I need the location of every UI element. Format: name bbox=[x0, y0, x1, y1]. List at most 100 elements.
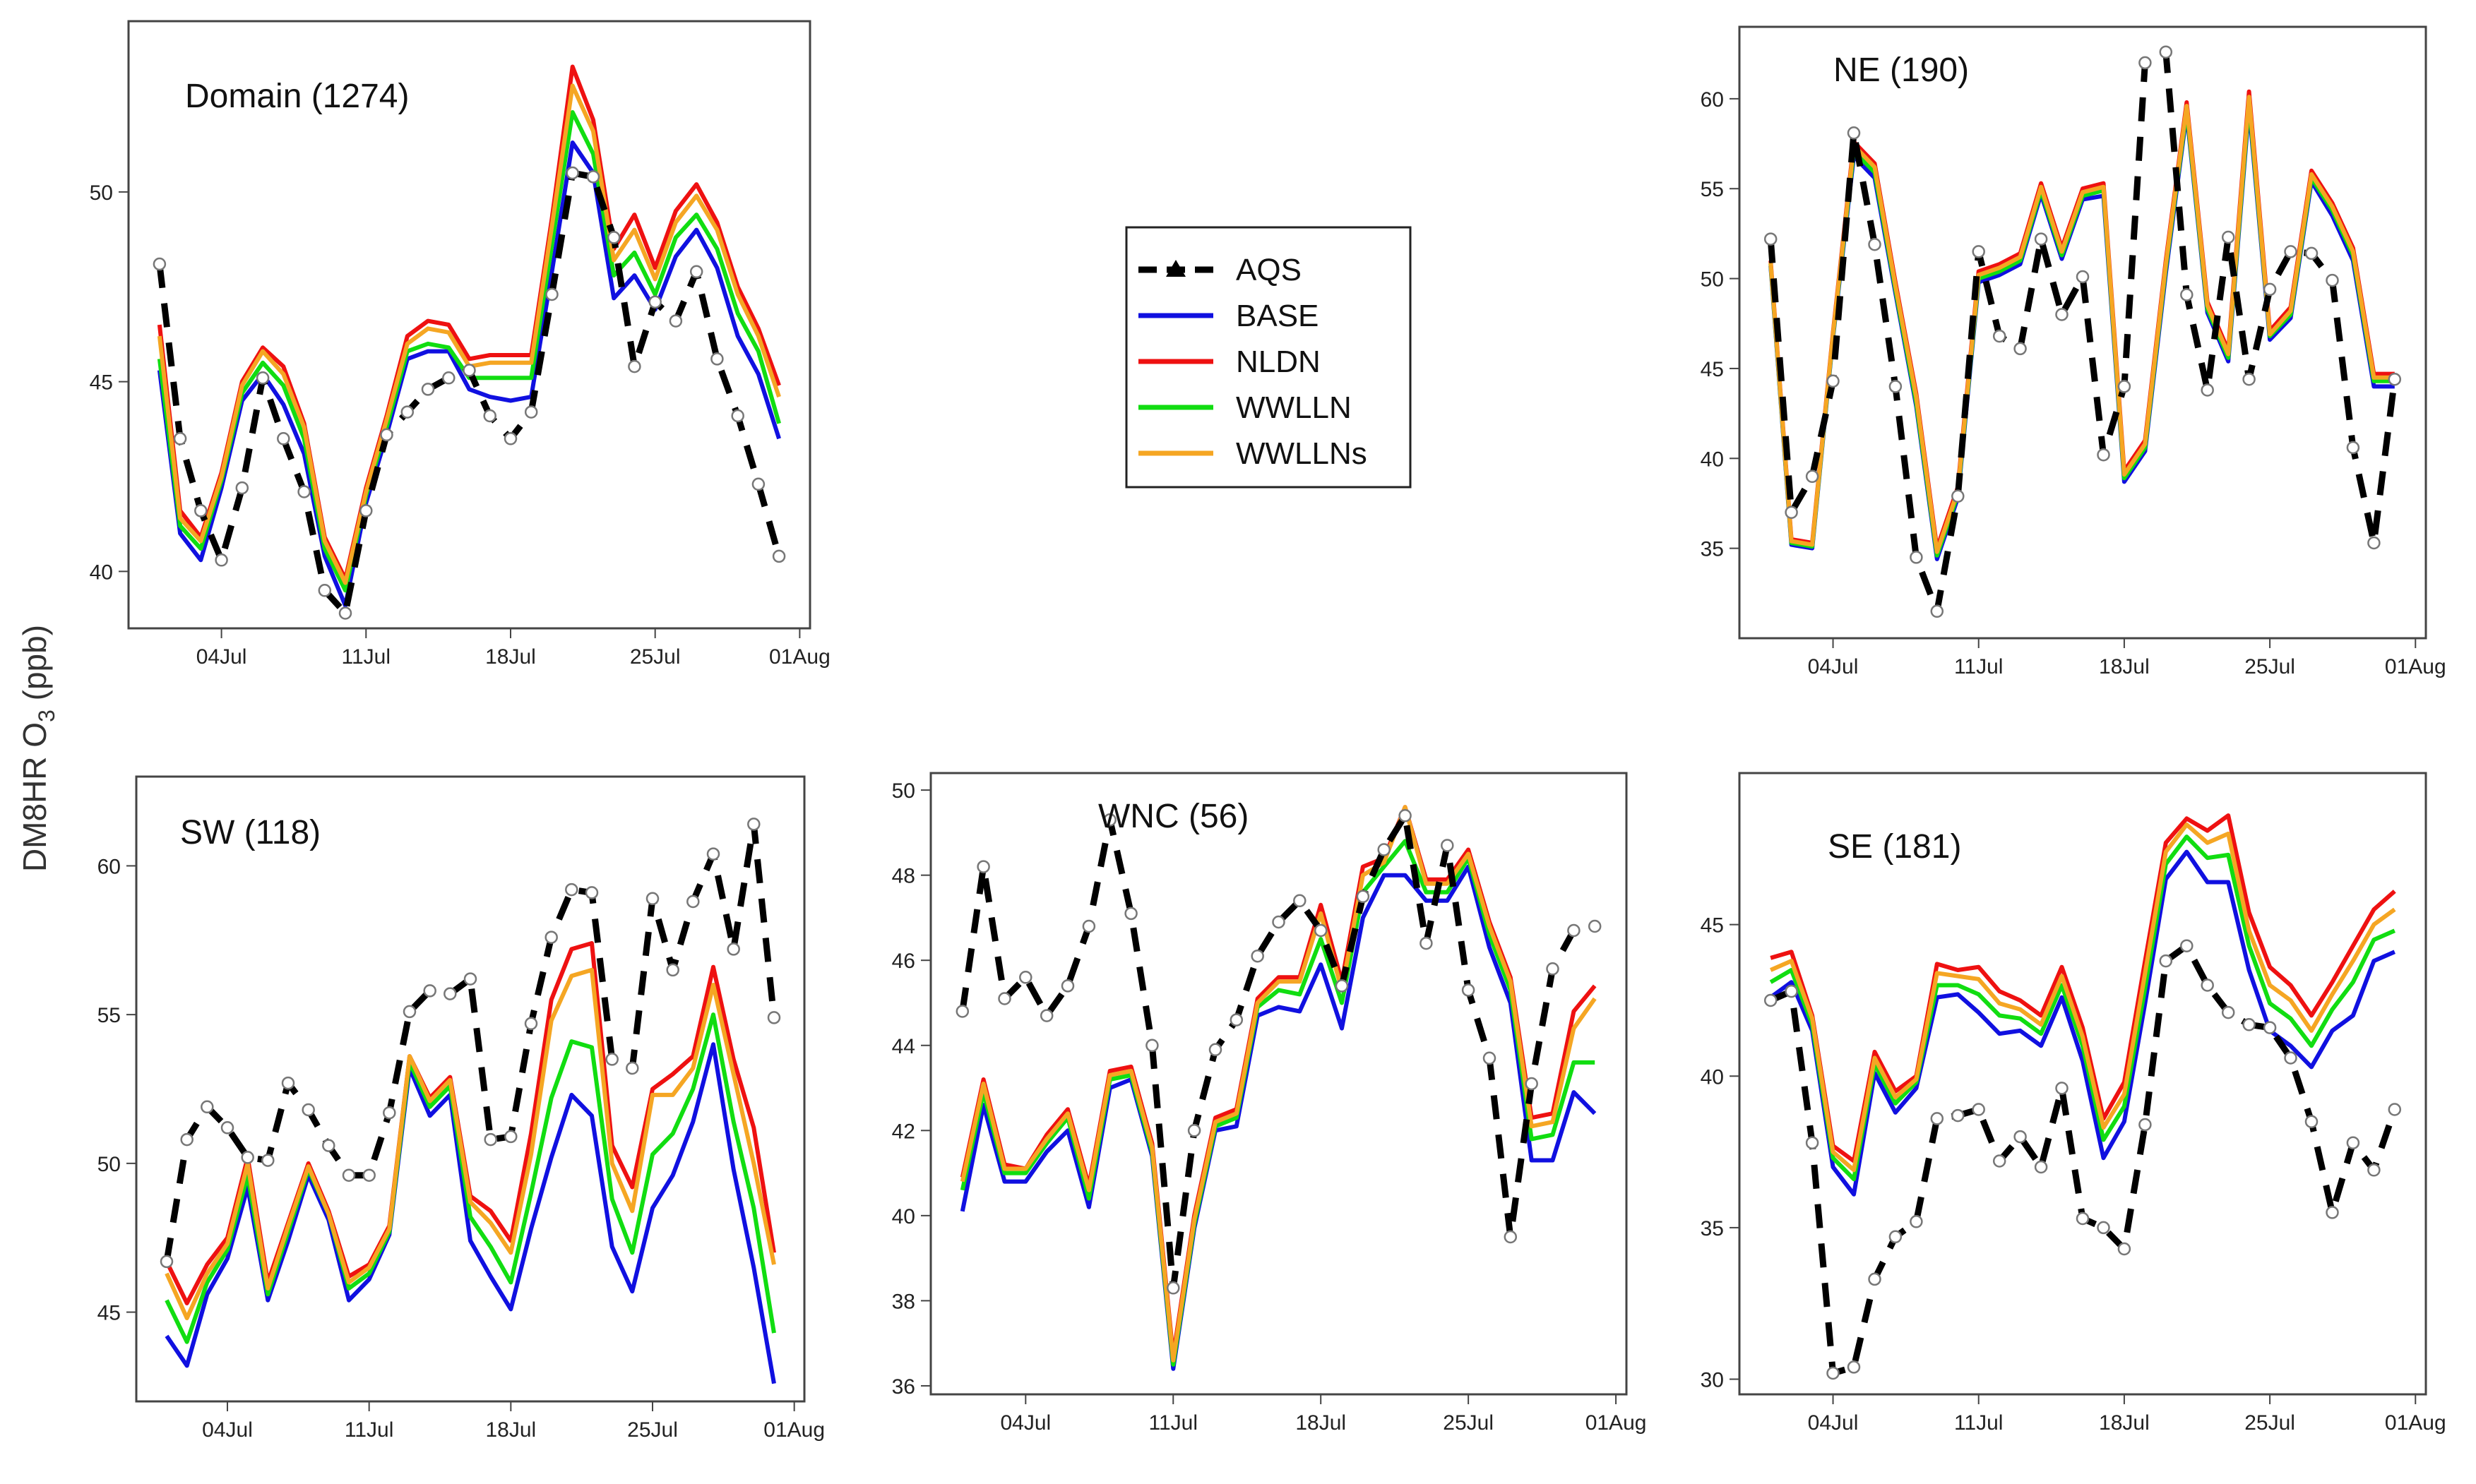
x-tick-label: 01Aug bbox=[2385, 655, 2446, 678]
aqs-point bbox=[2367, 536, 2381, 550]
legend-label: WWLLNs bbox=[1236, 436, 1367, 471]
x-tick-label: 11Jul bbox=[1954, 1411, 2004, 1435]
aqs-point bbox=[956, 1005, 970, 1018]
aqs-point bbox=[566, 166, 579, 180]
y-tick-label: 50 bbox=[892, 779, 915, 803]
aqs-point bbox=[400, 405, 415, 419]
y-tick-label: 35 bbox=[1701, 538, 1724, 561]
panel-title: SE (181) bbox=[1828, 828, 1961, 866]
y-axis-label-main: DM8HR O bbox=[16, 722, 53, 872]
aqs-point bbox=[2013, 342, 2027, 356]
x-tick-label: 01Aug bbox=[763, 1418, 825, 1442]
aqs-point bbox=[1251, 949, 1264, 963]
aqs-point bbox=[2117, 1242, 2131, 1256]
aqs-point bbox=[565, 882, 578, 897]
y-tick-label: 48 bbox=[892, 865, 915, 888]
aqs-point bbox=[1972, 245, 1985, 258]
aqs-point bbox=[261, 1154, 275, 1167]
aqs-point bbox=[2221, 230, 2235, 244]
y-tick-label: 42 bbox=[892, 1120, 915, 1143]
x-tick-label: 04Jul bbox=[1808, 1411, 1859, 1435]
aqs-point bbox=[1951, 489, 1965, 503]
aqs-point bbox=[215, 553, 228, 567]
aqs-point bbox=[383, 1106, 396, 1120]
panels: 40 45 50 04Jul 11Jul 18Jul 25Jul 01Aug Domain (1… bbox=[90, 20, 2446, 1442]
aqs-point bbox=[2034, 232, 2048, 246]
aqs-point bbox=[524, 1017, 538, 1031]
aqs-point bbox=[463, 364, 476, 377]
aqs-point bbox=[2221, 1005, 2235, 1019]
aqs-point bbox=[2201, 979, 2214, 992]
x-tick-label: 18Jul bbox=[485, 1418, 536, 1442]
chart-panel-domain: 40 45 50 04Jul 11Jul 18Jul 25Jul 01Aug Domain (1… bbox=[90, 20, 831, 669]
y-tick-label: 55 bbox=[97, 1004, 121, 1027]
aqs-point bbox=[1546, 962, 1559, 976]
aqs-point bbox=[504, 432, 518, 445]
aqs-point bbox=[1826, 374, 1840, 388]
aqs-point bbox=[2201, 383, 2214, 397]
aqs-point bbox=[2055, 308, 2069, 321]
aqs-point bbox=[2304, 1115, 2319, 1128]
aqs-point bbox=[1167, 1281, 1180, 1295]
x-tick-label: 01Aug bbox=[1585, 1411, 1647, 1435]
aqs-point bbox=[524, 405, 538, 419]
aqs-point bbox=[1826, 1366, 1840, 1380]
aqs-point bbox=[1525, 1077, 1538, 1091]
aqs-point bbox=[1040, 1009, 1054, 1022]
aqs-point bbox=[403, 1005, 417, 1019]
y-tick-label: 35 bbox=[1701, 1217, 1724, 1240]
series-line-wwllns bbox=[1769, 822, 2396, 1173]
panel-title: SW (118) bbox=[180, 814, 321, 851]
aqs-point bbox=[2346, 441, 2360, 455]
y-tick-label: 45 bbox=[90, 371, 113, 395]
aqs-point bbox=[2284, 1051, 2297, 1065]
aqs-point bbox=[2284, 245, 2297, 258]
aqs-point bbox=[484, 1132, 497, 1147]
aqs-point bbox=[977, 860, 990, 873]
aqs-point bbox=[256, 371, 270, 385]
aqs-point bbox=[1888, 380, 1903, 393]
x-tick-label: 18Jul bbox=[485, 645, 536, 669]
aqs-point bbox=[1951, 1108, 1965, 1123]
aqs-point bbox=[423, 984, 436, 998]
aqs-point bbox=[362, 1168, 376, 1182]
aqs-point bbox=[2346, 1136, 2360, 1149]
aqs-point bbox=[1124, 906, 1138, 921]
aqs-point bbox=[2159, 954, 2173, 968]
aqs-point bbox=[772, 549, 786, 563]
plot-frame bbox=[135, 775, 806, 1403]
aqs-point bbox=[2180, 288, 2194, 301]
aqs-point bbox=[1992, 1154, 2006, 1168]
x-tick-label: 04Jul bbox=[1000, 1411, 1051, 1435]
legend-entries: AQS BASE NLDN WWLLN WWLLNs bbox=[1138, 253, 1367, 471]
chart-panel-se: 30 35 40 45 04Jul 11Jul 18Jul 25Jul 01Aug SE (181… bbox=[1701, 772, 2446, 1435]
triangle-marker-icon bbox=[1166, 260, 1186, 277]
plot-frame bbox=[1738, 772, 2427, 1396]
legend-entry-wwlln: WWLLN bbox=[1138, 390, 1352, 425]
aqs-point bbox=[1930, 1112, 1944, 1125]
aqs-point bbox=[1103, 813, 1117, 827]
aqs-point bbox=[1888, 1230, 1903, 1244]
aqs-point bbox=[2388, 1103, 2402, 1116]
aqs-point bbox=[1785, 984, 1798, 998]
aqs-point bbox=[297, 485, 311, 498]
aqs-point bbox=[359, 504, 373, 517]
aqs-point bbox=[586, 170, 600, 184]
aqs-point bbox=[648, 295, 662, 309]
aqs-point bbox=[220, 1121, 234, 1135]
aqs-point bbox=[1763, 232, 1778, 246]
series-line-wwllns bbox=[960, 805, 1597, 1363]
aqs-point bbox=[767, 1011, 781, 1024]
legend-label: WWLLN bbox=[1236, 390, 1352, 425]
legend: AQS BASE NLDN WWLLN WWLLNs bbox=[1125, 226, 1412, 489]
plot-frame bbox=[127, 20, 811, 630]
aqs-point bbox=[686, 894, 700, 909]
panel-title: NE (190) bbox=[1833, 52, 1969, 89]
legend-entry-nldn: NLDN bbox=[1138, 345, 1321, 379]
aqs-point bbox=[2242, 372, 2256, 386]
aqs-point bbox=[2034, 1160, 2048, 1174]
aqs-point bbox=[2326, 1206, 2339, 1219]
aqs-point bbox=[1588, 919, 1602, 933]
aqs-point bbox=[2138, 56, 2152, 70]
aqs-point bbox=[1805, 1136, 1819, 1149]
